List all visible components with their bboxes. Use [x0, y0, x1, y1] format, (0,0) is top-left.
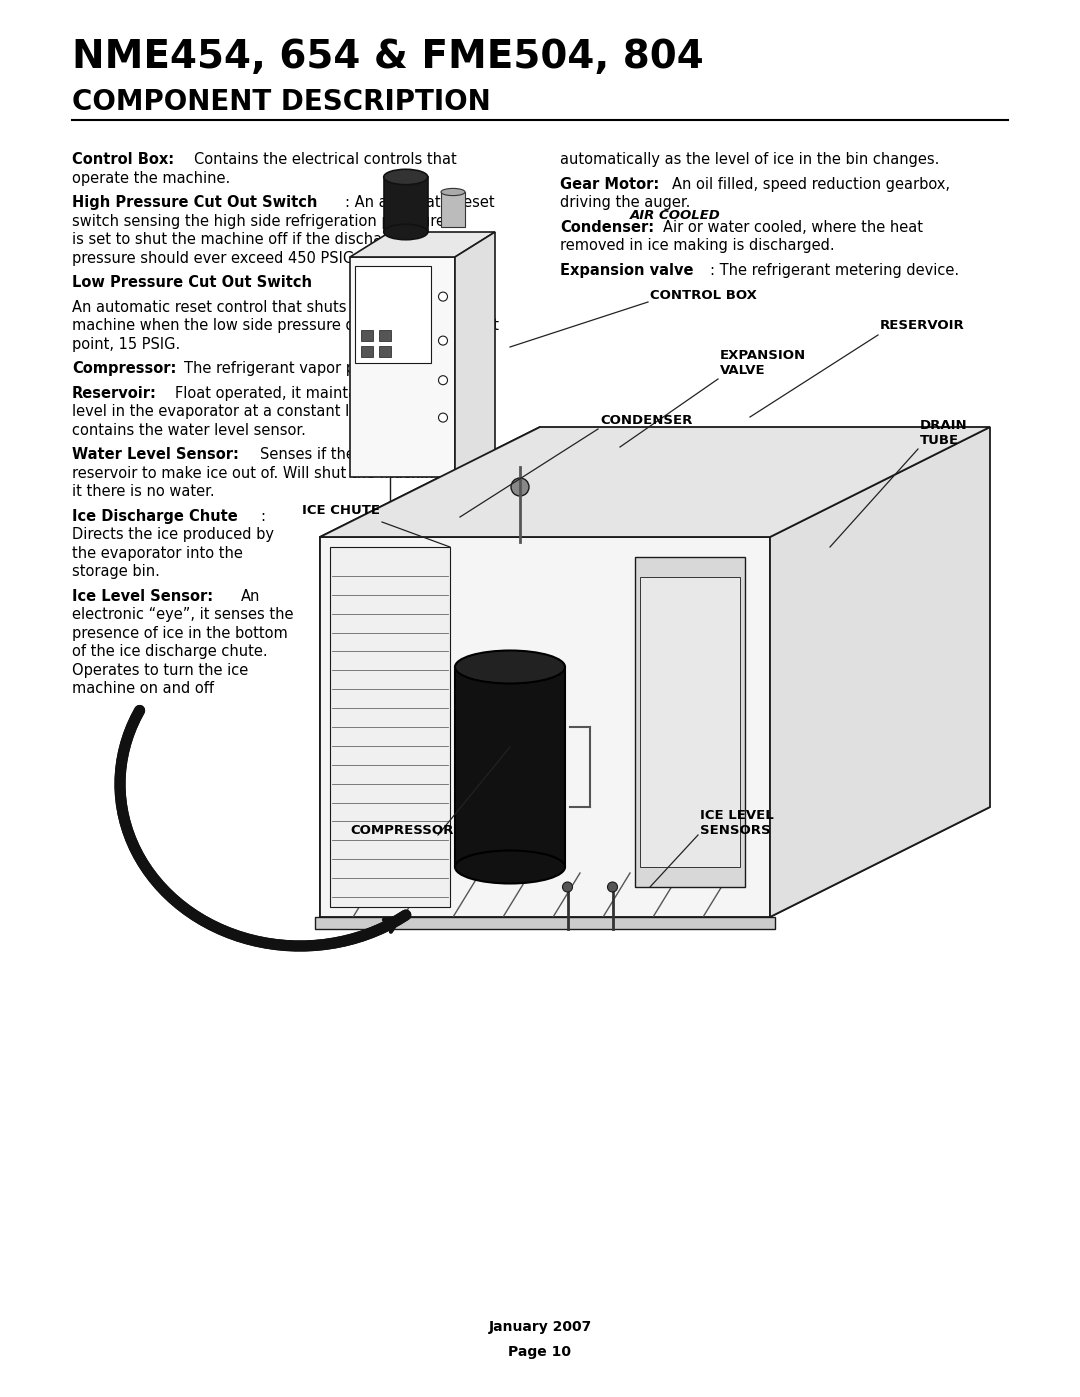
Text: operate the machine.: operate the machine. — [72, 170, 230, 186]
Circle shape — [511, 478, 529, 496]
Text: : An automatic reset: : An automatic reset — [346, 196, 495, 210]
Text: presence of ice in the bottom: presence of ice in the bottom — [72, 626, 287, 640]
Text: the evaporator into the: the evaporator into the — [72, 545, 243, 560]
Bar — [330, 548, 450, 907]
Circle shape — [438, 376, 447, 384]
Polygon shape — [350, 257, 455, 476]
Text: Ice Level Sensor:: Ice Level Sensor: — [72, 588, 213, 604]
Bar — [635, 557, 745, 887]
Text: An automatic reset control that shuts off the ice: An automatic reset control that shuts of… — [72, 299, 424, 314]
Bar — [379, 345, 391, 356]
Text: pressure should ever exceed 450 PSIG.: pressure should ever exceed 450 PSIG. — [72, 250, 359, 265]
Polygon shape — [320, 807, 990, 916]
Text: Senses if there is water in the: Senses if there is water in the — [260, 447, 480, 462]
Ellipse shape — [441, 189, 465, 196]
Text: CONTROL BOX: CONTROL BOX — [650, 289, 757, 302]
Text: January 2007: January 2007 — [488, 1320, 592, 1334]
Text: RESERVOIR: RESERVOIR — [880, 319, 964, 332]
Bar — [361, 330, 373, 341]
Text: Control Box:: Control Box: — [72, 152, 174, 168]
Text: : The refrigerant metering device.: : The refrigerant metering device. — [711, 263, 959, 278]
Text: The refrigerant vapor pump.: The refrigerant vapor pump. — [185, 360, 393, 376]
Text: automatically as the level of ice in the bin changes.: automatically as the level of ice in the… — [561, 152, 940, 168]
Text: COMPRESSOR: COMPRESSOR — [350, 824, 454, 837]
Polygon shape — [320, 427, 990, 536]
Text: EXPANSION
VALVE: EXPANSION VALVE — [720, 349, 806, 377]
Text: Expansion valve: Expansion valve — [561, 263, 693, 278]
Text: removed in ice making is discharged.: removed in ice making is discharged. — [561, 237, 835, 253]
Polygon shape — [350, 232, 495, 257]
Polygon shape — [320, 536, 770, 916]
Text: reservoir to make ice out of. Will shut the machine off: reservoir to make ice out of. Will shut … — [72, 465, 467, 481]
Bar — [315, 916, 775, 929]
Text: machine when the low side pressure drops below a preset: machine when the low side pressure drops… — [72, 319, 499, 332]
Text: Ice Discharge Chute: Ice Discharge Chute — [72, 509, 238, 524]
Circle shape — [607, 882, 618, 893]
Text: DRAIN
TUBE: DRAIN TUBE — [920, 419, 968, 447]
Text: ICE LEVEL
SENSORS: ICE LEVEL SENSORS — [700, 809, 773, 837]
Circle shape — [438, 414, 447, 422]
Text: level in the evaporator at a constant level, it also: level in the evaporator at a constant le… — [72, 404, 433, 419]
Circle shape — [438, 337, 447, 345]
Text: it there is no water.: it there is no water. — [72, 483, 215, 499]
Text: An oil filled, speed reduction gearbox,: An oil filled, speed reduction gearbox, — [672, 176, 950, 191]
Text: Operates to turn the ice: Operates to turn the ice — [72, 662, 248, 678]
Text: Page 10: Page 10 — [509, 1345, 571, 1359]
Text: electronic “eye”, it senses the: electronic “eye”, it senses the — [72, 608, 294, 622]
Bar — [355, 265, 431, 363]
Text: :: : — [260, 509, 265, 524]
Text: machine on and off: machine on and off — [72, 680, 214, 696]
Text: COMPONENT DESCRIPTION: COMPONENT DESCRIPTION — [72, 88, 490, 116]
Bar — [379, 330, 391, 341]
Circle shape — [563, 882, 572, 893]
Polygon shape — [320, 427, 540, 916]
Text: Low Pressure Cut Out Switch: Low Pressure Cut Out Switch — [72, 275, 312, 291]
Text: of the ice discharge chute.: of the ice discharge chute. — [72, 644, 268, 659]
Text: Water Level Sensor:: Water Level Sensor: — [72, 447, 239, 462]
Text: storage bin.: storage bin. — [72, 564, 160, 578]
Text: An: An — [241, 588, 260, 604]
Ellipse shape — [383, 225, 428, 240]
Text: Contains the electrical controls that: Contains the electrical controls that — [193, 152, 457, 168]
Text: point, 15 PSIG.: point, 15 PSIG. — [72, 337, 180, 352]
Text: NME454, 654 & FME504, 804: NME454, 654 & FME504, 804 — [72, 38, 704, 75]
Text: CONDENSER: CONDENSER — [600, 414, 692, 427]
Text: Float operated, it maintains the water: Float operated, it maintains the water — [175, 386, 454, 401]
Text: Compressor:: Compressor: — [72, 360, 176, 376]
Text: contains the water level sensor.: contains the water level sensor. — [72, 422, 306, 437]
Text: Condenser:: Condenser: — [561, 219, 654, 235]
Bar — [640, 577, 740, 868]
Text: Air or water cooled, where the heat: Air or water cooled, where the heat — [663, 219, 922, 235]
Text: AIR COOLED: AIR COOLED — [630, 210, 720, 222]
Polygon shape — [770, 427, 990, 916]
Text: High Pressure Cut Out Switch: High Pressure Cut Out Switch — [72, 196, 318, 210]
Text: driving the auger.: driving the auger. — [561, 196, 690, 210]
Bar — [455, 666, 565, 868]
Text: switch sensing the high side refrigeration pressure. It: switch sensing the high side refrigerati… — [72, 214, 464, 229]
Circle shape — [438, 292, 447, 302]
Polygon shape — [455, 232, 495, 476]
Text: ICE CHUTE: ICE CHUTE — [302, 504, 380, 517]
Text: Gear Motor:: Gear Motor: — [561, 176, 659, 191]
Text: Directs the ice produced by: Directs the ice produced by — [72, 527, 274, 542]
Ellipse shape — [455, 851, 565, 883]
Text: is set to shut the machine off if the discharge: is set to shut the machine off if the di… — [72, 232, 406, 247]
Ellipse shape — [383, 169, 428, 184]
Bar — [441, 191, 465, 226]
Bar — [383, 177, 428, 232]
Ellipse shape — [455, 651, 565, 683]
Text: Reservoir:: Reservoir: — [72, 386, 157, 401]
Bar — [361, 345, 373, 356]
